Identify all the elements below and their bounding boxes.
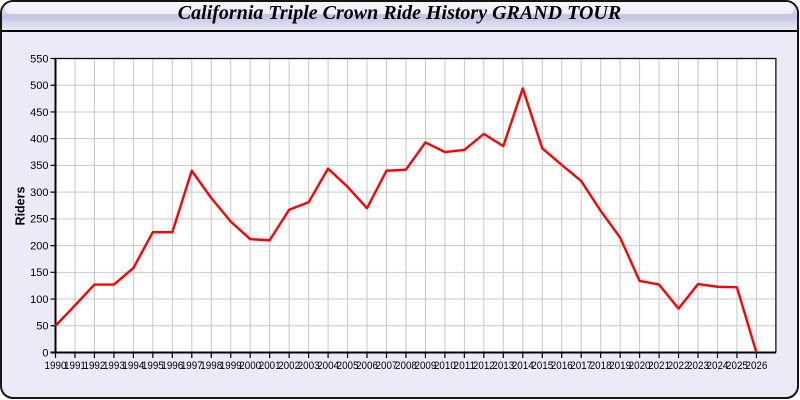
svg-text:2016: 2016 (551, 360, 573, 372)
svg-text:Riders: Riders (14, 187, 28, 226)
svg-text:350: 350 (30, 160, 48, 172)
svg-text:400: 400 (30, 133, 48, 145)
svg-text:2025: 2025 (726, 360, 748, 372)
svg-text:1999: 1999 (220, 360, 242, 372)
svg-text:2011: 2011 (453, 360, 475, 372)
svg-text:2004: 2004 (317, 360, 339, 372)
svg-text:2013: 2013 (492, 360, 514, 372)
svg-text:200: 200 (30, 240, 48, 252)
svg-text:1997: 1997 (181, 360, 203, 372)
svg-text:2005: 2005 (337, 360, 359, 372)
svg-text:2022: 2022 (668, 360, 690, 372)
svg-text:250: 250 (30, 214, 48, 226)
svg-text:500: 500 (30, 80, 48, 92)
svg-text:2017: 2017 (570, 360, 592, 372)
svg-text:2009: 2009 (414, 360, 436, 372)
svg-text:2008: 2008 (395, 360, 417, 372)
svg-text:2012: 2012 (473, 360, 495, 372)
svg-text:2026: 2026 (745, 360, 767, 372)
svg-text:50: 50 (36, 321, 48, 333)
svg-text:550: 550 (30, 53, 48, 65)
svg-text:2018: 2018 (590, 360, 612, 372)
svg-text:2024: 2024 (707, 360, 729, 372)
svg-text:100: 100 (30, 294, 48, 306)
svg-text:1996: 1996 (161, 360, 183, 372)
svg-text:2021: 2021 (648, 360, 670, 372)
svg-text:2015: 2015 (531, 360, 553, 372)
svg-text:2007: 2007 (376, 360, 398, 372)
svg-text:1998: 1998 (200, 360, 222, 372)
svg-text:300: 300 (30, 187, 48, 199)
svg-text:2010: 2010 (434, 360, 456, 372)
svg-text:2006: 2006 (356, 360, 378, 372)
svg-text:1990: 1990 (45, 360, 67, 372)
svg-text:0: 0 (42, 347, 48, 359)
svg-text:2020: 2020 (629, 360, 651, 372)
svg-text:1993: 1993 (103, 360, 125, 372)
svg-text:450: 450 (30, 107, 48, 119)
svg-text:2023: 2023 (687, 360, 709, 372)
svg-text:2000: 2000 (239, 360, 261, 372)
svg-text:2014: 2014 (512, 360, 534, 372)
svg-text:2001: 2001 (259, 360, 281, 372)
svg-text:1995: 1995 (142, 360, 164, 372)
svg-text:150: 150 (30, 267, 48, 279)
svg-text:2002: 2002 (278, 360, 300, 372)
svg-text:1994: 1994 (122, 360, 144, 372)
svg-text:2019: 2019 (609, 360, 631, 372)
svg-text:2003: 2003 (298, 360, 320, 372)
svg-text:1992: 1992 (83, 360, 105, 372)
svg-text:1991: 1991 (64, 360, 86, 372)
